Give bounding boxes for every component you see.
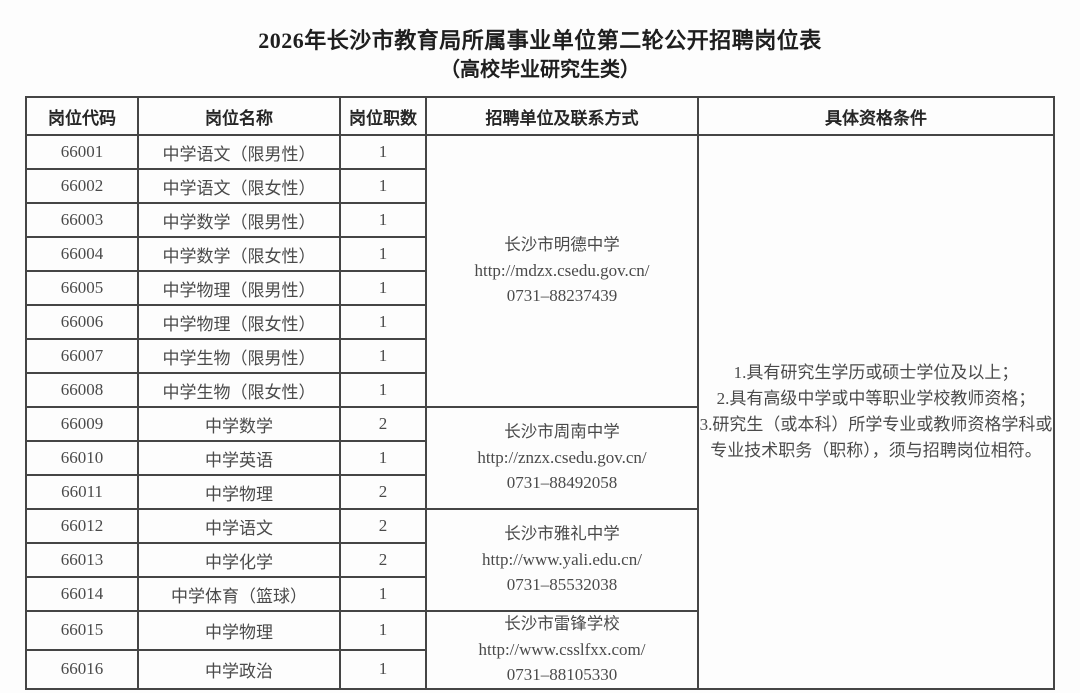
cell-position-count: 2 — [339, 508, 427, 544]
table-row: 66016 中学政治 1 — [25, 648, 1054, 690]
cell-position-code: 66004 — [25, 236, 139, 272]
table-row: 66011 中学物理 2 — [25, 474, 1054, 510]
cell-position-name: 中学语文（限女性） — [137, 168, 341, 204]
cell-position-code: 66015 — [25, 610, 139, 651]
cell-position-name: 中学英语 — [137, 440, 341, 476]
cell-position-code: 66003 — [25, 202, 139, 238]
cell-position-code: 66011 — [25, 474, 139, 510]
table-row: 66002 中学语文（限女性） 1 — [25, 168, 1054, 204]
cell-position-count: 1 — [339, 202, 427, 238]
page-title: 2026年长沙市教育局所属事业单位第二轮公开招聘岗位表 — [258, 28, 822, 53]
cell-position-name: 中学物理（限男性） — [137, 270, 341, 306]
cell-position-code: 66002 — [25, 168, 139, 204]
unit-website: http://znzx.csedu.gov.cn/ — [477, 447, 647, 467]
cell-recruiting-unit: 长沙市明德中学 http://mdzx.csedu.gov.cn/0731–882… — [425, 134, 699, 408]
table-row: 66005 中学物理（限男性） 1 — [25, 270, 1054, 306]
table-row: 66015 中学物理 1 长沙市雷锋学校 http://www.csslfxx.com/… — [25, 610, 1054, 690]
cell-position-code: 66001 — [25, 134, 139, 170]
cell-position-code: 66006 — [25, 304, 139, 340]
cell-position-count: 2 — [339, 406, 427, 442]
cell-position-count: 2 — [339, 474, 427, 510]
cell-position-count: 1 — [339, 270, 427, 306]
cell-recruiting-unit: 长沙市雷锋学校 http://www.csslfxx.com/0731–88105… — [425, 610, 699, 690]
cell-position-code: 66005 — [25, 270, 139, 306]
cell-position-count: 1 — [339, 610, 427, 651]
cell-position-count: 2 — [339, 542, 427, 578]
cell-position-count: 1 — [339, 236, 427, 272]
unit-phone: 0731–88237439 — [506, 286, 618, 306]
unit-website: http://www.yali.edu.cn/ — [482, 549, 642, 569]
cell-position-count: 1 — [339, 168, 427, 204]
table-row: 66013 中学化学 2 — [25, 542, 1054, 578]
cell-position-code: 66014 — [25, 576, 139, 612]
cell-position-name: 中学生物（限男性） — [137, 338, 341, 374]
table-row: 66001 中学语文（限男性） 1 长沙市明德中学 http://mdzx.csedu.… — [25, 134, 1055, 690]
cell-position-code: 66016 — [25, 648, 139, 690]
page-subtitle: （高校毕业研究生类） — [440, 59, 640, 81]
cell-position-code: 66012 — [25, 508, 139, 544]
unit-school-name: 长沙市周南中学 — [504, 422, 620, 442]
cell-position-code: 66009 — [25, 406, 139, 442]
table-row: 66006 中学物理（限女性） 1 — [25, 304, 1054, 340]
column-header-position-count: 岗位职数 — [339, 96, 427, 136]
cell-position-name: 中学物理 — [137, 474, 341, 510]
unit-phone: 0731–88105330 — [506, 665, 618, 685]
cell-position-name: 中学语文 — [137, 508, 341, 544]
table-row: 66014 中学体育（篮球） 1 — [25, 576, 1054, 612]
cell-position-code: 66010 — [25, 440, 139, 476]
qualification-line: 3.研究生（或本科）所学专业或教师资格学科或专业技术职务（职称），须与招聘岗位相… — [699, 414, 1053, 460]
cell-recruiting-unit: 长沙市雅礼中学 http://www.yali.edu.cn/0731–85532… — [425, 508, 699, 612]
cell-position-code: 66013 — [25, 542, 139, 578]
unit-phone: 0731–88492058 — [506, 473, 618, 493]
cell-position-count: 1 — [339, 372, 427, 408]
qualification-line: 1.具有研究生学历或硕士学位及以上； — [733, 363, 1019, 383]
cell-position-name: 中学体育（篮球） — [137, 576, 341, 612]
unit-school-name: 长沙市雷锋学校 — [504, 614, 620, 633]
positions-table: 岗位代码 岗位名称 岗位职数 招聘单位及联系方式 具体资格条件 66001 中学语… — [25, 96, 1055, 690]
cell-position-name: 中学数学（限男性） — [137, 202, 341, 238]
cell-qualifications: 1.具有研究生学历或硕士学位及以上； 2.具有高级中学或中等职业学校教师资格； 3.… — [697, 134, 1055, 690]
table-row: 66003 中学数学（限男性） 1 — [25, 202, 1054, 238]
unit-school-name: 长沙市明德中学 — [504, 235, 620, 255]
cell-position-name: 中学物理 — [137, 610, 341, 651]
table-row: 66012 中学语文 2 长沙市雅礼中学 http://www.yali.edu.cn/… — [25, 508, 1054, 612]
table-row: 66007 中学生物（限男性） 1 — [25, 338, 1054, 374]
table-row: 66008 中学生物（限女性） 1 — [25, 372, 1054, 408]
cell-position-count: 1 — [339, 576, 427, 612]
column-header-recruiting-unit: 招聘单位及联系方式 — [425, 96, 699, 136]
cell-position-code: 66007 — [25, 338, 139, 374]
cell-position-name: 中学生物（限女性） — [137, 372, 341, 408]
cell-position-count: 1 — [339, 304, 427, 340]
cell-position-name: 中学语文（限男性） — [137, 134, 341, 170]
cell-position-count: 1 — [339, 648, 427, 690]
cell-position-code: 66008 — [25, 372, 139, 408]
cell-position-name: 中学政治 — [137, 648, 341, 690]
cell-recruiting-unit: 长沙市周南中学 http://znzx.csedu.gov.cn/0731–884… — [425, 406, 699, 510]
column-header-qualifications: 具体资格条件 — [697, 96, 1055, 136]
cell-position-name: 中学数学（限女性） — [137, 236, 341, 272]
unit-school-name: 长沙市雅礼中学 — [504, 524, 620, 544]
cell-position-count: 1 — [339, 440, 427, 476]
qualification-line: 2.具有高级中学或中等职业学校教师资格； — [716, 389, 1036, 409]
cell-position-count: 1 — [339, 338, 427, 374]
table-row: 66010 中学英语 1 — [25, 440, 1054, 476]
header-row: 岗位代码 岗位名称 岗位职数 招聘单位及联系方式 具体资格条件 — [25, 96, 1055, 136]
cell-position-name: 中学数学 — [137, 406, 341, 442]
unit-website: http://www.csslfxx.com/ — [478, 639, 646, 659]
unit-phone: 0731–85532038 — [506, 575, 618, 595]
cell-position-count: 1 — [339, 134, 427, 170]
column-header-position-code: 岗位代码 — [25, 96, 139, 136]
cell-position-name: 中学物理（限女性） — [137, 304, 341, 340]
unit-website: http://mdzx.csedu.gov.cn/ — [474, 260, 650, 280]
column-header-position-name: 岗位名称 — [137, 96, 341, 136]
table-row: 66009 中学数学 2 长沙市周南中学 http://znzx.csedu.gov.c… — [25, 406, 1054, 510]
table-row: 66004 中学数学（限女性） 1 — [25, 236, 1054, 272]
cell-position-name: 中学化学 — [137, 542, 341, 578]
table-body: 66001 中学语文（限男性） 1 长沙市明德中学 http://mdzx.csedu.… — [25, 134, 1055, 690]
